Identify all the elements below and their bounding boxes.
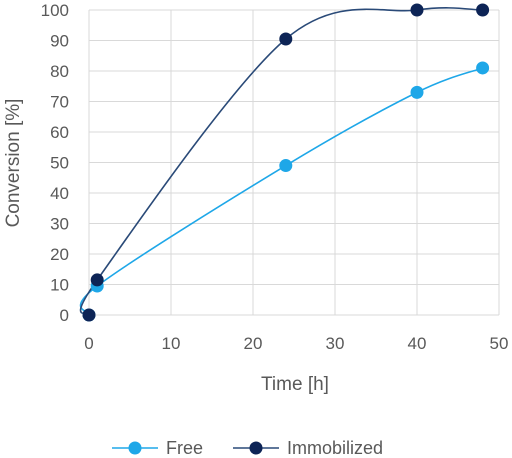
y-tick-label: 20 — [50, 245, 69, 264]
data-point-free — [476, 61, 490, 75]
x-axis-title: Time [h] — [261, 374, 329, 395]
legend-marker-free — [128, 441, 142, 455]
y-tick-label: 90 — [50, 32, 69, 51]
x-tick-label: 50 — [490, 334, 509, 353]
y-tick-label: 70 — [50, 93, 69, 112]
y-tick-label: 80 — [50, 62, 69, 81]
y-axis-title: Conversion [%] — [3, 99, 24, 228]
legend-label-free: Free — [166, 438, 203, 458]
data-point-immobilized — [279, 32, 293, 46]
legend: Free Immobilized — [112, 438, 383, 458]
data-point-immobilized — [90, 273, 104, 287]
data-point-free — [410, 85, 424, 99]
y-tick-label: 40 — [50, 184, 69, 203]
x-tick-label: 20 — [244, 334, 263, 353]
series-line-free — [79, 67, 483, 316]
y-tick-label: 0 — [60, 306, 69, 325]
x-tick-label: 40 — [408, 334, 427, 353]
legend-item-free: Free — [112, 438, 203, 458]
x-tick-label: 30 — [326, 334, 345, 353]
x-tick-label: 0 — [84, 334, 93, 353]
data-point-immobilized — [476, 3, 490, 17]
data-point-free — [279, 159, 293, 173]
legend-marker-immobilized — [249, 441, 263, 455]
y-tick-label: 30 — [50, 215, 69, 234]
legend-label-immobilized: Immobilized — [287, 438, 383, 458]
data-points — [82, 3, 490, 322]
y-tick-label: 50 — [50, 154, 69, 173]
data-point-immobilized — [82, 308, 96, 322]
legend-item-immobilized: Immobilized — [233, 438, 383, 458]
x-tick-label: 10 — [162, 334, 181, 353]
data-point-immobilized — [410, 3, 424, 17]
y-tick-label: 60 — [50, 123, 69, 142]
y-axis-ticks: 0 10 20 30 40 50 60 70 80 90 100 — [41, 1, 69, 325]
x-axis-ticks: 0 10 20 30 40 50 — [84, 334, 508, 353]
y-tick-label: 100 — [41, 1, 69, 20]
gridlines — [88, 9, 500, 316]
y-tick-label: 10 — [50, 276, 69, 295]
